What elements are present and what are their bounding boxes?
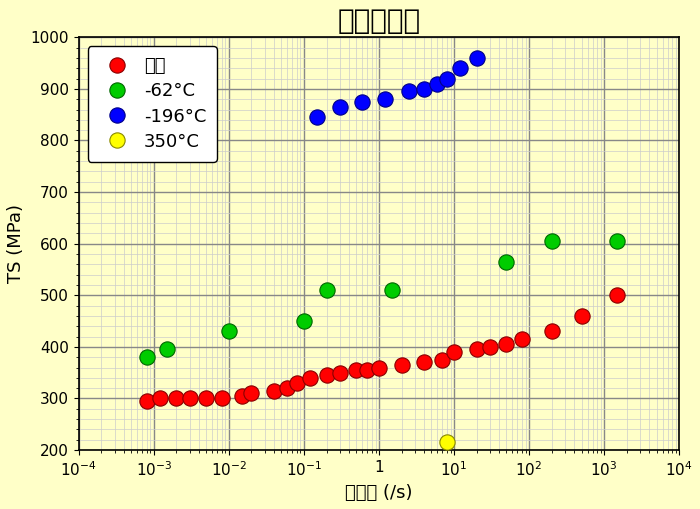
-196°C	[381, 96, 389, 102]
-196°C	[433, 80, 442, 87]
室温	[473, 347, 481, 353]
-196°C	[442, 75, 451, 81]
-196°C	[473, 55, 481, 61]
室温	[155, 395, 164, 402]
室温	[186, 395, 194, 402]
室温	[270, 388, 278, 394]
-196°C	[405, 89, 413, 95]
室温	[420, 359, 428, 365]
Line: 室温: 室温	[139, 288, 625, 409]
室温	[363, 367, 372, 373]
Legend: 室温, -62°C, -196°C, 350°C: 室温, -62°C, -196°C, 350°C	[88, 46, 217, 162]
室温	[218, 395, 226, 402]
室温	[283, 385, 291, 391]
-62°C	[503, 259, 511, 265]
室温	[613, 292, 622, 298]
室温	[293, 380, 301, 386]
室温	[374, 364, 383, 371]
室温	[335, 370, 344, 376]
-62°C	[163, 347, 172, 353]
室温	[486, 344, 494, 350]
室温	[450, 349, 459, 355]
Y-axis label: TS (MPa): TS (MPa)	[7, 204, 25, 283]
-62°C	[322, 287, 330, 293]
室温	[322, 372, 330, 378]
-196°C	[358, 99, 367, 105]
室温	[352, 367, 361, 373]
室温	[247, 390, 256, 397]
-62°C	[225, 328, 233, 334]
室温	[517, 336, 526, 342]
Line: -196°C: -196°C	[309, 50, 484, 125]
室温	[547, 328, 556, 334]
-62°C	[142, 354, 150, 360]
室温	[142, 398, 150, 404]
室温	[238, 393, 246, 399]
室温	[578, 313, 586, 319]
-62°C	[613, 238, 622, 244]
-62°C	[300, 318, 308, 324]
-62°C	[388, 287, 396, 293]
-196°C	[335, 104, 344, 110]
室温	[202, 395, 211, 402]
室温	[172, 395, 181, 402]
室温	[398, 362, 406, 368]
-196°C	[420, 86, 428, 92]
-196°C	[313, 114, 321, 120]
Title: 極低炭素鉰: 極低炭素鉰	[337, 7, 421, 35]
室温	[438, 357, 447, 363]
室温	[503, 341, 511, 347]
X-axis label: 歪速度 (/s): 歪速度 (/s)	[345, 484, 413, 502]
室温	[306, 375, 314, 381]
Line: -62°C: -62°C	[139, 234, 625, 365]
-62°C	[547, 238, 556, 244]
-196°C	[456, 65, 464, 71]
